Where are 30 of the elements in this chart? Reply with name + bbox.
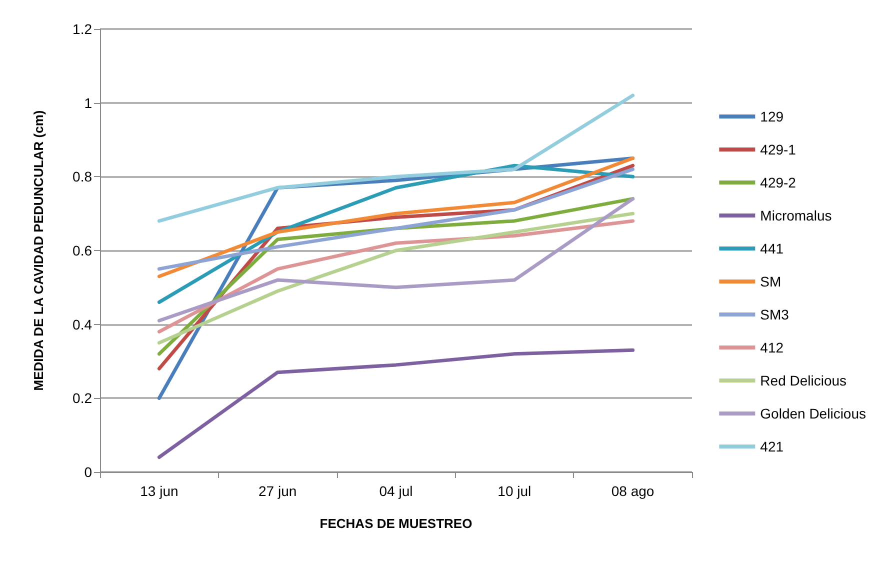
y-tick-label: 0 <box>84 464 92 480</box>
legend-label: Micromalus <box>760 208 832 224</box>
x-tick-label: 04 jul <box>379 483 413 499</box>
x-tick-label: 13 jun <box>140 483 178 499</box>
y-tick-label: 0.8 <box>72 168 92 185</box>
y-tick-label: 1.2 <box>72 21 92 37</box>
y-tick-label: 0.4 <box>72 316 92 332</box>
legend-label: 429-1 <box>760 142 796 158</box>
legend-label: SM3 <box>760 306 790 322</box>
x-tick-label: 10 jul <box>498 483 532 499</box>
x-tick-label: 27 jun <box>258 483 297 499</box>
y-tick-label: 0.2 <box>72 390 92 406</box>
legend-label: 129 <box>760 108 784 124</box>
legend-label: Golden Delicious <box>760 406 866 422</box>
line-series <box>157 168 635 271</box>
legend-label: 441 <box>760 240 784 256</box>
legend-label: 412 <box>760 340 784 356</box>
line-series <box>157 197 635 322</box>
legend-label: Red Delicious <box>760 372 847 388</box>
y-axis-title: MEDIDA DE LA CAVIDAD PEDUNCULAR (cm) <box>31 110 46 391</box>
legend-label: 421 <box>760 438 784 454</box>
y-tick-label: 1 <box>84 94 92 111</box>
y-tick-label: 0.6 <box>72 242 92 258</box>
line-series <box>157 348 635 459</box>
legend-label: SM <box>760 274 782 290</box>
x-axis-title: FECHAS DE MUESTREO <box>320 516 472 531</box>
line-series <box>157 94 635 223</box>
line-series <box>157 156 635 278</box>
x-tick-label: 08 ago <box>611 483 654 499</box>
legend-label: 429-2 <box>760 174 796 190</box>
